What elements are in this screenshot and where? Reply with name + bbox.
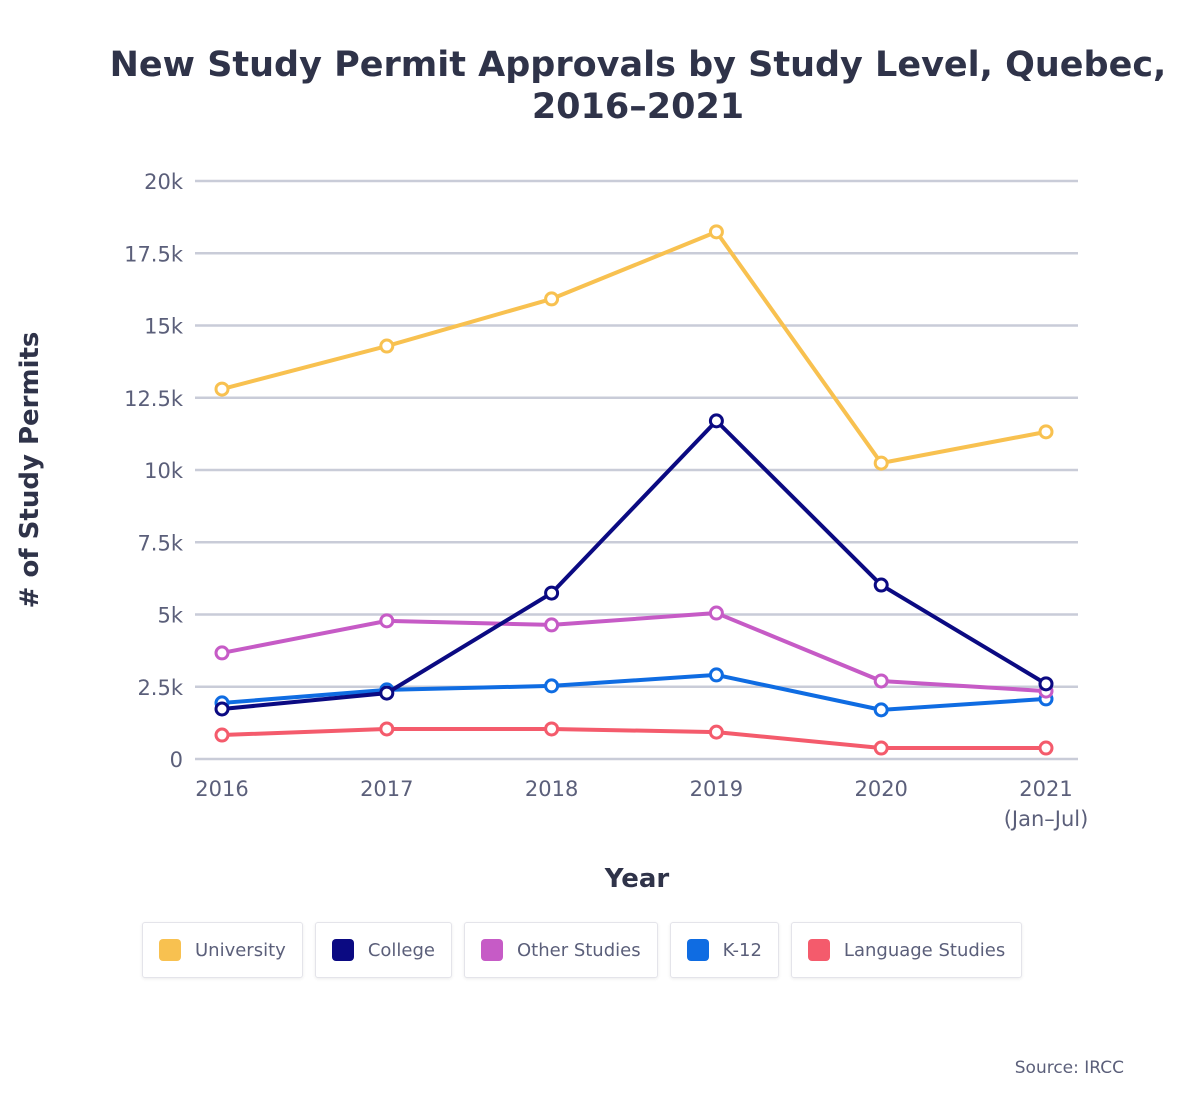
legend-item[interactable]: College bbox=[314, 922, 452, 978]
series-language-studies bbox=[214, 721, 1054, 756]
data-point[interactable] bbox=[873, 455, 889, 471]
series-line bbox=[221, 611, 1047, 694]
y-tick-label: 2.5k bbox=[137, 676, 183, 700]
legend-swatch bbox=[331, 939, 354, 961]
source-note: Source: IRCC bbox=[1014, 1058, 1124, 1078]
data-point[interactable] bbox=[544, 721, 560, 737]
series-other-studies bbox=[214, 605, 1054, 699]
legend-swatch bbox=[480, 939, 503, 961]
data-point[interactable] bbox=[544, 291, 560, 307]
legend-item[interactable]: University bbox=[142, 922, 303, 978]
x-tick-label: 2018 bbox=[525, 777, 578, 801]
x-tick-sublabel: (Jan–Jul) bbox=[1004, 807, 1089, 831]
data-point[interactable] bbox=[214, 701, 230, 717]
data-point[interactable] bbox=[873, 577, 889, 593]
legend-label: University bbox=[195, 939, 286, 961]
x-axis-label: Year bbox=[604, 864, 670, 894]
series-k-12 bbox=[214, 667, 1054, 718]
y-tick-label: 12.5k bbox=[124, 387, 184, 411]
series-line bbox=[221, 672, 1047, 712]
data-point[interactable] bbox=[379, 338, 395, 354]
legend-label: K-12 bbox=[722, 939, 762, 961]
series-line bbox=[221, 229, 1047, 466]
data-point[interactable] bbox=[873, 740, 889, 756]
y-tick-label: 7.5k bbox=[137, 531, 183, 555]
series-line bbox=[221, 726, 1046, 751]
data-point[interactable] bbox=[214, 645, 230, 661]
y-tick-label: 17.5k bbox=[124, 242, 184, 266]
legend-swatch bbox=[807, 939, 830, 961]
x-tick-label: 2019 bbox=[690, 777, 743, 801]
data-point[interactable] bbox=[379, 721, 395, 737]
legend-label: Language Studies bbox=[843, 939, 1006, 961]
data-point[interactable] bbox=[1038, 740, 1054, 756]
data-point[interactable] bbox=[1038, 676, 1054, 692]
y-tick-label: 10k bbox=[144, 459, 184, 483]
legend-item[interactable]: Other Studies bbox=[463, 922, 658, 978]
data-point[interactable] bbox=[214, 727, 230, 743]
data-point[interactable] bbox=[708, 605, 724, 621]
data-point[interactable] bbox=[379, 685, 395, 701]
data-point[interactable] bbox=[544, 585, 560, 601]
series-college bbox=[214, 413, 1054, 717]
data-point[interactable] bbox=[873, 702, 889, 718]
legend-swatch bbox=[159, 939, 181, 961]
data-point[interactable] bbox=[708, 413, 724, 429]
data-point[interactable] bbox=[708, 667, 724, 683]
y-tick-label: 15k bbox=[144, 315, 184, 339]
data-point[interactable] bbox=[544, 678, 560, 694]
x-tick-label: 2021 bbox=[1019, 777, 1072, 801]
data-point[interactable] bbox=[708, 724, 724, 740]
y-axis-label: # of Study Permits bbox=[15, 332, 45, 609]
y-tick-label: 5k bbox=[157, 604, 183, 628]
legend-label: Other Studies bbox=[516, 939, 641, 961]
data-point[interactable] bbox=[214, 381, 230, 397]
y-tick-label: 0 bbox=[170, 748, 183, 772]
data-point[interactable] bbox=[873, 673, 889, 689]
legend-item[interactable]: Language Studies bbox=[790, 922, 1023, 978]
data-point[interactable] bbox=[708, 224, 724, 240]
data-point[interactable] bbox=[544, 617, 560, 633]
chart-title-line-1: New Study Permit Approvals by Study Leve… bbox=[110, 45, 1167, 85]
legend-label: College bbox=[367, 939, 435, 961]
legend-item[interactable]: K-12 bbox=[669, 922, 779, 978]
legend: University College Other Studies K-12 Langua… bbox=[142, 922, 1023, 978]
chart-title-line-2: 2016–2021 bbox=[532, 87, 744, 127]
legend-swatch bbox=[686, 939, 709, 961]
data-point[interactable] bbox=[1038, 424, 1054, 440]
y-tick-label: 20k bbox=[144, 170, 184, 194]
x-tick-label: 2017 bbox=[360, 777, 413, 801]
x-tick-label: 2016 bbox=[195, 777, 248, 801]
data-point[interactable] bbox=[379, 613, 395, 629]
series-university bbox=[214, 224, 1054, 471]
x-tick-label: 2020 bbox=[854, 777, 907, 801]
series-line bbox=[221, 418, 1048, 711]
